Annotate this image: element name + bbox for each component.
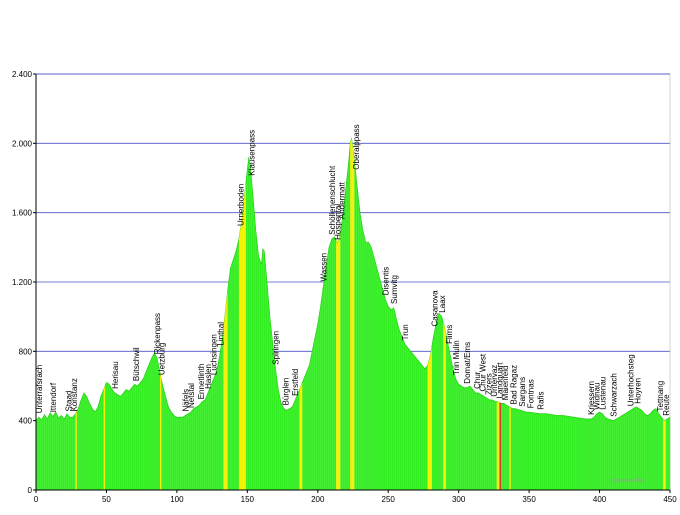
x-tick-label: 50 [102, 495, 111, 504]
place-label: Domat/Ems [463, 342, 472, 384]
place-label: Unterrafsrach [35, 365, 44, 413]
y-tick-label: 0 [28, 486, 33, 495]
place-label: Oberalppass [352, 124, 361, 169]
place-label: Ennetlinth [197, 364, 206, 400]
area-stripes [36, 144, 671, 490]
place-label: Casanova [431, 290, 440, 327]
place-label: Netstal [187, 383, 196, 408]
place-label: Konstanz [70, 378, 79, 411]
place-label: Linthal [217, 322, 226, 346]
y-tick-label: 1.200 [12, 278, 33, 287]
x-tick-label: 150 [241, 495, 255, 504]
x-tick-label: 350 [522, 495, 536, 504]
place-label: Rafis [536, 391, 545, 409]
place-label: Disentis [381, 267, 390, 295]
x-tick-label: 250 [382, 495, 396, 504]
highlight-band [299, 382, 303, 490]
place-label: Andermatt [338, 181, 347, 219]
place-label: Bütschwil [132, 347, 141, 381]
place-label: Urnerboden [236, 184, 245, 226]
place-label: Ittendorf [49, 382, 58, 412]
highlight-bands [75, 138, 666, 490]
place-label: Trin Mulin [452, 340, 461, 375]
place-label: Maienfeld [501, 366, 510, 401]
y-tick-labels: 0 400 800 1.200 1.600 2.000 2.400 [12, 70, 36, 495]
place-label: Flims [445, 325, 454, 344]
place-label: Hospental [334, 204, 343, 240]
place-label: Schöllenenschlucht [328, 165, 337, 235]
x-tick-label: 450 [663, 495, 677, 504]
place-label: Lustenau [598, 377, 607, 410]
highlight-band [159, 372, 162, 490]
place-label: Chur West [479, 353, 488, 391]
place-label: Tettnang [656, 381, 665, 412]
highlight-band [350, 138, 355, 490]
marker-band [499, 402, 501, 490]
x-tick-label: 100 [170, 495, 184, 504]
place-label: Hoyren [634, 378, 643, 404]
watermark-text: Bodensee-Alps [611, 478, 645, 484]
y-tick-label: 1.600 [12, 209, 33, 218]
place-label: Widnau [593, 383, 602, 410]
place-label: Herisau [111, 361, 120, 389]
y-tick-label: 400 [19, 417, 33, 426]
place-label: Uetzburg [157, 343, 166, 375]
place-label: Chur [473, 371, 482, 389]
place-label: Spiringen [272, 331, 281, 365]
place-label: Laax [438, 295, 447, 312]
place-label: Bürglen [281, 378, 290, 406]
y-tick-label: 800 [19, 347, 33, 356]
highlight-band [336, 233, 341, 490]
x-tick-label: 200 [311, 495, 325, 504]
x-tick-labels: 0 50 100 150 200 250 300 350 400 450 [34, 490, 677, 504]
highlight-band [223, 290, 228, 490]
place-label: Erstfeld [291, 369, 300, 396]
place-label: Näfels [181, 389, 190, 412]
highlight-band [662, 418, 666, 490]
place-label: Schwarzach [610, 373, 619, 417]
highlight-band [238, 182, 246, 490]
y-tick-label: 2.000 [12, 139, 33, 148]
highlight-band [103, 386, 106, 490]
place-label: Luchsingen [210, 334, 219, 375]
place-label: Unterhochsteg [627, 354, 636, 406]
place-label: Zizers [484, 373, 493, 395]
place-label: Rickenpass [153, 313, 162, 354]
highlight-band [443, 321, 446, 490]
place-label: Bad Ragaz [510, 365, 519, 405]
highlight-band [75, 411, 77, 490]
place-label: Kriessern [587, 381, 596, 415]
place-label: Staad [64, 391, 73, 412]
x-tick-label: 0 [34, 495, 39, 504]
highlight-band [496, 401, 500, 490]
highlight-band [427, 346, 432, 490]
place-label: Landquart [496, 362, 505, 399]
place-label: Klausenpass [248, 130, 257, 176]
place-label: Reute [662, 394, 671, 416]
place-label: Sumvitg [390, 275, 399, 304]
place-label: Wassen [319, 253, 328, 282]
place-label: Untervaz [490, 365, 499, 397]
place-label: Sargans [518, 377, 527, 407]
x-tick-label: 400 [593, 495, 607, 504]
place-label: Fontnas [527, 379, 536, 408]
place-label: Haslen [204, 364, 213, 389]
place-label: Trun [401, 324, 410, 340]
highlight-band [509, 406, 511, 490]
x-tick-label: 300 [452, 495, 466, 504]
y-tick-label: 2.400 [12, 70, 33, 79]
